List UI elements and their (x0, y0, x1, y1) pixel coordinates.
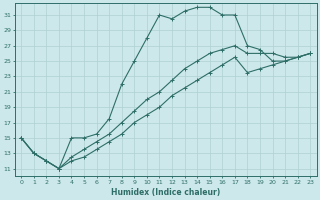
X-axis label: Humidex (Indice chaleur): Humidex (Indice chaleur) (111, 188, 220, 197)
